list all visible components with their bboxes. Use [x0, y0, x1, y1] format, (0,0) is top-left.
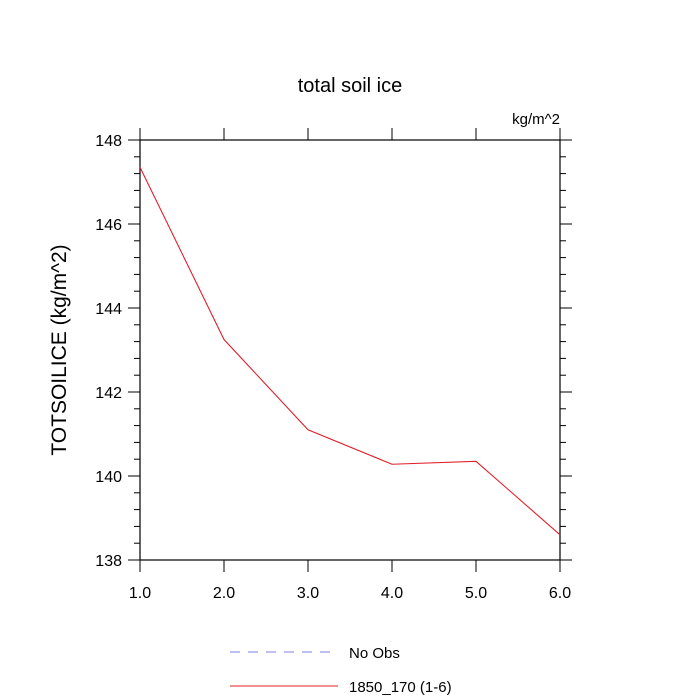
chart-title: total soil ice: [298, 75, 403, 97]
units-label: kg/m^2: [512, 111, 560, 128]
legend: No Obs 1850_170 (1-6): [230, 645, 452, 696]
plot-frame: [139, 139, 561, 561]
tick-labels: 1.0 2.0 3.0 4.0 5.0 6.0 138 140 142 144 146 148: [95, 133, 571, 602]
x-tick-label: 5.0: [465, 585, 487, 602]
y-axis-label: TOTSOILICE (kg/m^2): [48, 244, 71, 455]
series-line: [139, 167, 561, 536]
y-tick-label: 138: [95, 553, 122, 570]
axis-ticks: [128, 128, 572, 572]
legend-label: No Obs: [349, 645, 400, 662]
series-layer: [139, 167, 561, 536]
y-tick-label: 142: [95, 385, 122, 402]
y-tick-label: 148: [95, 133, 122, 150]
x-tick-label: 6.0: [549, 585, 571, 602]
x-tick-label: 3.0: [297, 585, 319, 602]
y-tick-label: 146: [95, 217, 122, 234]
x-tick-label: 4.0: [381, 585, 403, 602]
y-tick-label: 144: [95, 301, 122, 318]
y-tick-label: 140: [95, 469, 122, 486]
x-tick-label: 2.0: [213, 585, 235, 602]
legend-label: 1850_170 (1-6): [349, 679, 452, 696]
x-tick-label: 1.0: [129, 585, 151, 602]
